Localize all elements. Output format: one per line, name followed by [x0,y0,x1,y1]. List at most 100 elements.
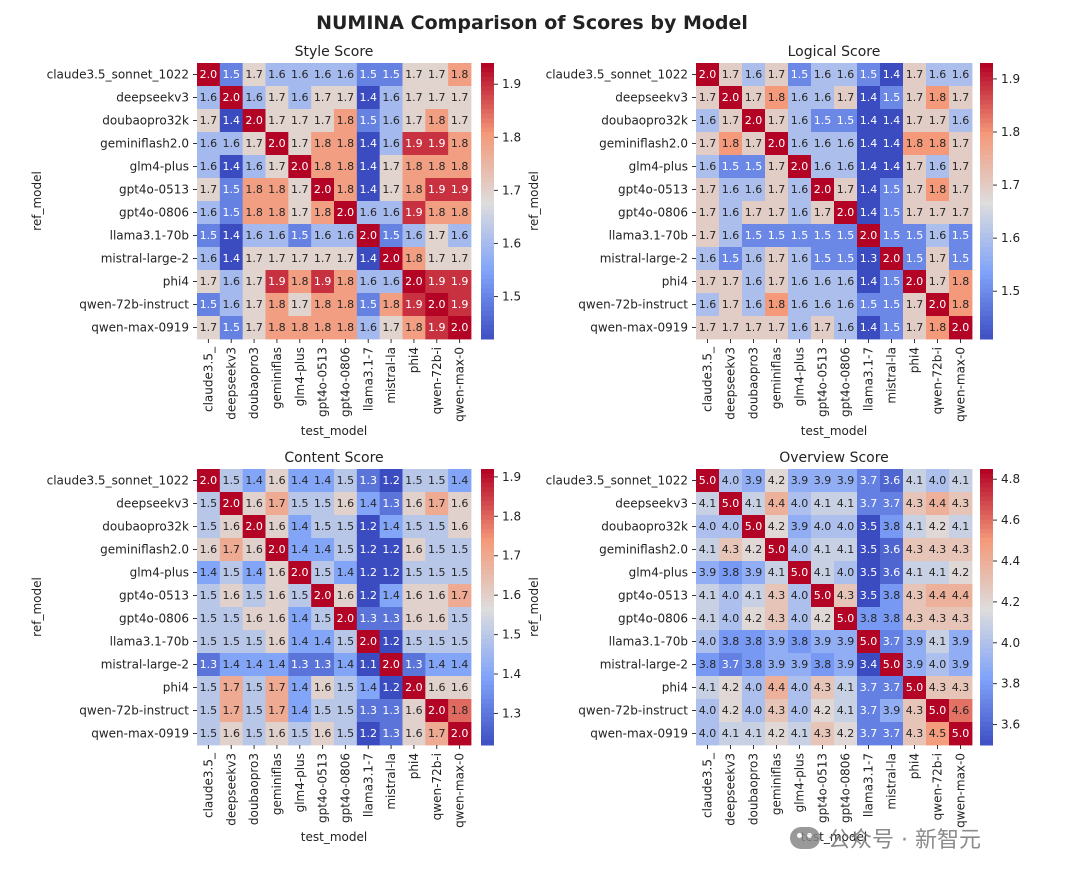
cell-value-label: 5.0 [860,635,878,648]
cell-value-label: 1.7 [952,206,970,219]
cell-value-label: 1.6 [268,727,286,740]
heatmap-cell [197,584,221,608]
cell-value-label: 2.0 [428,298,446,311]
heatmap-cell [219,515,244,539]
heatmap-cell [719,561,743,585]
heatmap-cell [311,86,335,110]
cell-value-label: 1.7 [268,681,286,694]
heatmap-cell [242,109,266,133]
heatmap-cell [402,109,426,133]
heatmap-cell [811,584,835,608]
colorbar-segment [481,708,494,714]
heatmap-cell [742,722,766,746]
cell-value-label: 1.6 [268,566,286,579]
colorbar-segment [980,136,993,142]
heatmap-cell [857,63,881,87]
cell-value-label: 1.8 [451,137,469,150]
cell-value-label: 1.5 [428,543,446,556]
heatmap-cell [903,132,927,156]
heatmap-cell [334,270,358,294]
heatmap-cell [311,492,335,516]
heatmap-cell [425,132,449,156]
cell-value-label: 1.8 [405,183,423,196]
col-label: gpt4o-0513 [816,753,830,823]
col-label: geminiflas [770,347,784,409]
cell-value-label: 1.6 [200,137,218,150]
colorbar-segment [481,219,494,225]
heatmap-cell [834,316,858,340]
heatmap-cell [402,316,426,340]
colorbar-tick-label: 1.7 [1001,178,1020,192]
cell-value-label: 3.8 [722,566,740,579]
cell-value-label: 4.1 [745,497,763,510]
cell-value-label: 1.6 [791,252,809,265]
row-label: phi4 [163,681,189,695]
cell-value-label: 4.1 [699,681,717,694]
x-axis-label: test_model [301,830,367,844]
heatmap-cell [334,469,358,493]
heatmap-cell [219,722,244,746]
col-label: geminiflas [270,347,284,409]
cell-value-label: 1.7 [405,91,423,104]
colorbar-tick-label: 1.8 [1001,125,1020,139]
cell-value-label: 1.6 [337,497,355,510]
colorbar-segment [980,155,993,161]
cell-value-label: 1.7 [200,114,218,127]
cell-value-label: 3.7 [722,658,740,671]
row-label: qwen-max-0919 [590,321,688,335]
cell-value-label: 4.1 [699,543,717,556]
cell-value-label: 1.4 [337,566,355,579]
heatmap-cell [788,561,812,585]
cell-value-label: 1.6 [268,520,286,533]
heatmap-cell [379,224,403,248]
cell-value-label: 1.5 [200,589,218,602]
heatmap-cell [288,469,312,493]
cell-value-label: 1.4 [223,160,241,173]
cell-value-label: 2.0 [291,566,309,579]
heatmap-cell [311,515,335,539]
heatmap-cell [696,561,720,585]
heatmap-cell [949,247,973,271]
colorbar-segment [980,561,993,567]
colorbar-segment [481,630,494,636]
heatmap-cell [242,492,266,516]
heatmap-cell [903,469,927,493]
cell-value-label: 1.8 [451,68,469,81]
colorbar-segment [980,597,993,603]
cell-value-label: 4.3 [906,589,924,602]
cell-value-label: 1.6 [791,114,809,127]
colorbar-segment [980,173,993,179]
cell-value-label: 2.0 [291,160,309,173]
colorbar-segment [481,72,494,78]
heatmap-cell [402,492,426,516]
cell-value-label: 3.9 [837,658,855,671]
heatmap-cell [402,86,426,110]
cell-value-label: 1.6 [405,543,423,556]
row-label: gpt4o-0513 [618,183,688,197]
heatmap-cell [788,247,812,271]
cell-value-label: 3.9 [768,635,786,648]
heatmap-cell [926,469,950,493]
heatmap-cell [834,86,858,110]
cell-value-label: 1.5 [337,520,355,533]
cell-value-label: 1.4 [883,160,901,173]
cell-value-label: 1.6 [791,298,809,311]
colorbar-segment [481,288,494,294]
heatmap-cell [949,630,973,654]
colorbar-segment [481,127,494,133]
cell-value-label: 1.7 [699,137,717,150]
heatmap-cell [288,653,312,677]
heatmap-cell [949,132,973,156]
cell-value-label: 1.5 [223,206,241,219]
heatmap-cell [379,86,403,110]
cell-value-label: 5.0 [952,727,970,740]
heatmap-cell [742,469,766,493]
col-label: gpt4o-0806 [338,347,352,417]
cell-value-label: 2.0 [223,91,241,104]
heatmap-cell [765,293,789,317]
cell-value-label: 1.7 [428,497,446,510]
cell-value-label: 3.9 [699,566,717,579]
heatmap-cell [903,224,927,248]
